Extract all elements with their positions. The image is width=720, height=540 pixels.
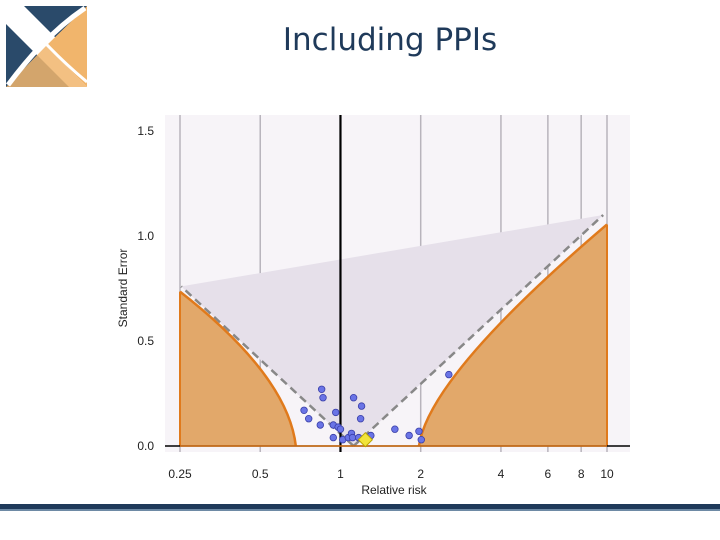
study-point	[336, 425, 345, 433]
study-point	[300, 406, 308, 414]
y-tick-label: 1.0	[137, 229, 154, 243]
study-point	[305, 415, 313, 423]
study-point	[357, 402, 366, 410]
right-significance-contour	[417, 223, 608, 447]
left-significance-contour	[179, 290, 298, 447]
pseudo-ci-right-edge	[352, 214, 604, 447]
right-significance-region	[418, 224, 607, 446]
study-point	[391, 425, 399, 433]
study-point	[329, 433, 338, 442]
study-point	[317, 385, 326, 393]
pooled-estimate-diamond	[357, 431, 374, 448]
axes: 0.25 0.5 1 2 4 6 8 10 0.0 0.5 1.0 1.5	[137, 115, 630, 481]
study-point	[417, 436, 425, 444]
study-point	[415, 427, 423, 435]
study-point	[356, 415, 365, 423]
y-tick-label: 1.5	[137, 124, 154, 138]
left-significance-region	[180, 291, 296, 446]
y-tick-label: 0.5	[137, 334, 154, 348]
study-point	[445, 370, 453, 379]
pseudo-ci-left-edge	[180, 285, 355, 447]
study-point	[405, 431, 413, 440]
pseudo-ci-region	[181, 215, 604, 446]
x-tick-label: 8	[578, 467, 585, 481]
funnel-regions	[179, 214, 608, 447]
study-point	[319, 394, 327, 402]
x-axis-label: Relative risk	[361, 483, 427, 497]
y-axis-label: Standard Error	[116, 249, 130, 328]
x-tick-label: 6	[545, 467, 552, 481]
y-tick-label: 0.0	[137, 439, 154, 453]
x-tick-label: 2	[417, 467, 424, 481]
study-point	[349, 394, 358, 402]
x-tick-label: 4	[498, 467, 505, 481]
x-tick-label: 0.25	[168, 467, 192, 481]
footer-bar	[0, 504, 720, 510]
footer-accent-bar	[0, 509, 720, 511]
x-tick-label: 10	[600, 467, 614, 481]
study-point	[348, 433, 357, 442]
x-tick-label: 1	[337, 467, 344, 481]
study-points	[300, 370, 453, 448]
axis-labels: Relative risk Standard Error	[116, 249, 428, 497]
x-tick-label: 0.5	[252, 467, 269, 481]
study-point	[316, 421, 324, 429]
slide-title: Including PPIs	[282, 22, 498, 58]
study-point	[332, 408, 340, 417]
x-cross-logo-icon	[6, 6, 87, 87]
